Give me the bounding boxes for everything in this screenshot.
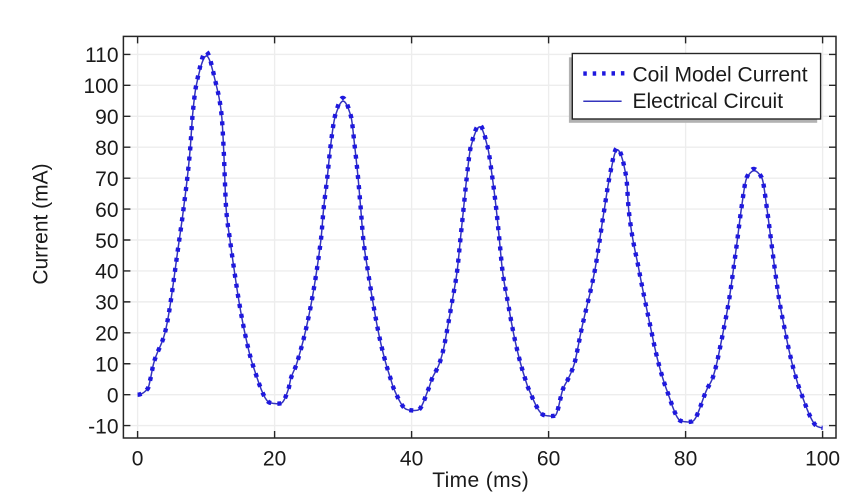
svg-text:50: 50 xyxy=(95,230,118,253)
svg-text:40: 40 xyxy=(400,448,423,471)
svg-text:60: 60 xyxy=(95,199,118,222)
svg-text:100: 100 xyxy=(83,75,118,98)
svg-text:100: 100 xyxy=(805,448,840,471)
svg-text:10: 10 xyxy=(95,354,118,377)
svg-text:0: 0 xyxy=(107,384,119,407)
svg-text:110: 110 xyxy=(85,44,118,67)
svg-text:Coil Model Current: Coil Model Current xyxy=(633,63,808,86)
svg-text:30: 30 xyxy=(95,292,118,315)
svg-text:80: 80 xyxy=(674,448,697,471)
svg-text:90: 90 xyxy=(95,106,118,129)
svg-text:40: 40 xyxy=(95,261,118,284)
svg-text:Time (ms): Time (ms) xyxy=(432,469,529,492)
svg-text:60: 60 xyxy=(537,448,560,471)
svg-text:70: 70 xyxy=(95,168,118,191)
svg-text:80: 80 xyxy=(95,137,118,160)
svg-text:Electrical Circuit: Electrical Circuit xyxy=(633,90,784,113)
svg-text:20: 20 xyxy=(95,323,118,346)
svg-text:20: 20 xyxy=(263,448,286,471)
svg-text:-10: -10 xyxy=(88,415,118,438)
svg-text:Current (mA): Current (mA) xyxy=(30,163,53,284)
svg-text:0: 0 xyxy=(132,448,144,471)
